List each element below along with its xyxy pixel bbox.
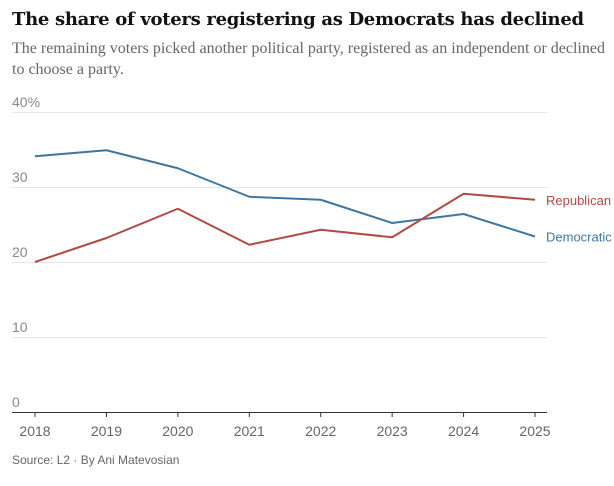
y-tick-label: 40% [12, 94, 40, 110]
series-label-democratic: Democratic [546, 230, 612, 245]
chart-subtitle: The remaining voters picked another poli… [12, 40, 605, 78]
y-tick-label: 0 [12, 394, 20, 410]
series-line-democratic [34, 149, 536, 238]
series-label-republican: Republican [546, 193, 611, 208]
x-tick-label: 2024 [448, 423, 479, 439]
chart-title: The share of voters registering as Democ… [12, 9, 584, 30]
x-tick-label: 2019 [91, 423, 122, 439]
x-tick-label: 2018 [19, 423, 50, 439]
source-note: Source: L2 · By Ani Matevosian [12, 453, 180, 467]
y-tick-label: 10 [12, 319, 28, 335]
x-tick-label: 2021 [234, 423, 265, 439]
x-tick-label: 2020 [162, 423, 193, 439]
x-tick-label: 2025 [519, 423, 550, 439]
x-tick-label: 2023 [377, 423, 408, 439]
x-tick-label: 2022 [305, 423, 336, 439]
series-line-republican [34, 192, 536, 263]
y-tick-label: 20 [12, 244, 28, 260]
y-tick-label: 30 [12, 169, 28, 185]
